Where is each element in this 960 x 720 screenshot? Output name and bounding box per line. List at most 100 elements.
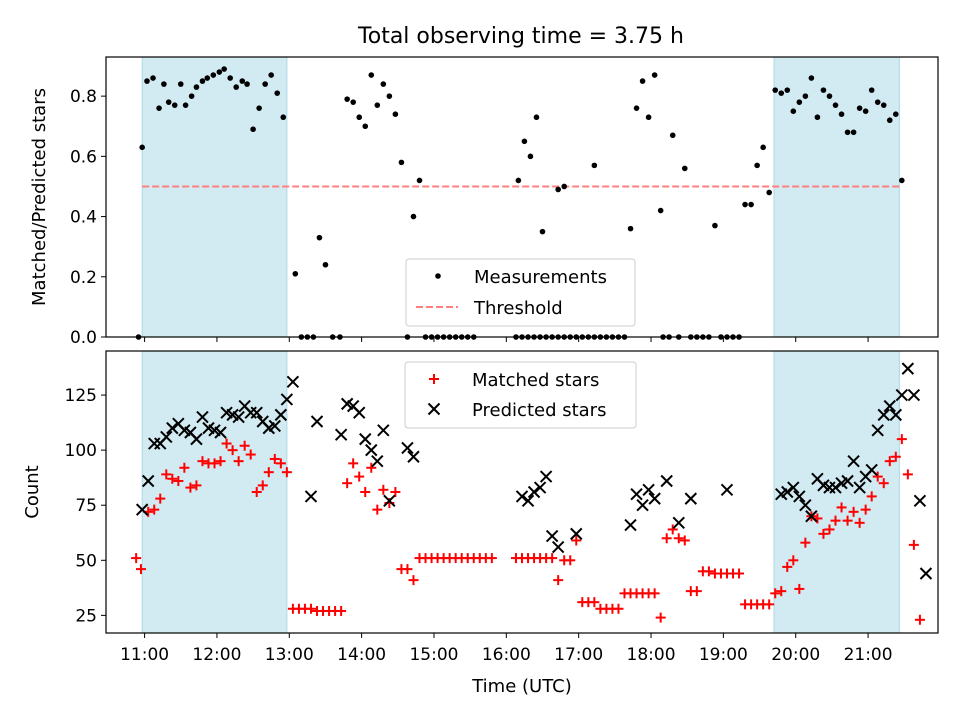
cross-stroke-b — [401, 441, 414, 455]
matched-point — [848, 506, 859, 517]
predicted-legend-cross — [427, 402, 441, 416]
cross-stroke-b — [220, 406, 233, 419]
matched-point — [818, 528, 829, 539]
measurement-point — [374, 102, 381, 108]
predicted-point — [250, 406, 263, 419]
matched-point — [553, 575, 564, 586]
cross-stroke-b — [160, 430, 173, 444]
threshold-legend-label: Threshold — [473, 298, 563, 319]
measurement-point — [177, 81, 184, 87]
cross-stroke-b — [286, 375, 300, 389]
matched-point — [402, 564, 413, 575]
cross-stroke-b — [383, 494, 396, 508]
predicted-point — [304, 490, 318, 503]
x-tick-label: 14:00 — [337, 645, 386, 665]
matched-point — [655, 612, 666, 623]
measurement-point — [669, 132, 676, 139]
matched-point — [257, 480, 268, 491]
measurement-point — [368, 72, 375, 78]
predicted-legend-label: Predicted stars — [472, 400, 606, 421]
cross-stroke-b — [636, 499, 649, 512]
measurement-point — [139, 144, 145, 151]
cross-stroke-b — [178, 424, 191, 437]
predicted-point — [648, 492, 661, 505]
predicted-point — [383, 494, 396, 508]
measurement-point — [742, 201, 748, 208]
matched-point — [589, 597, 600, 608]
predicted-point — [166, 421, 179, 435]
predicted-point — [871, 424, 884, 437]
measurement-point — [862, 108, 869, 114]
predicted-point — [371, 454, 384, 468]
bottom-panel: 25 50 75 100 125 11:00 12:00 13:00 14:00 15:00 16… — [22, 350, 939, 697]
matched-point — [679, 535, 690, 546]
predicted-point — [274, 408, 288, 422]
y-tick-label: 100 — [65, 441, 97, 461]
measurement-point — [844, 129, 851, 136]
y-tick-label: 25 — [75, 606, 97, 626]
top-legend: Measurements Threshold — [405, 258, 636, 327]
top-legend-box — [405, 258, 636, 327]
cross-stroke-b — [208, 424, 221, 437]
cross-stroke-b — [353, 406, 366, 419]
cross-stroke-b — [274, 408, 288, 422]
matched-point — [336, 605, 347, 616]
measurement-point — [760, 144, 766, 151]
matched-point — [354, 471, 365, 482]
measurement-point — [778, 90, 785, 96]
cross-stroke-b — [407, 450, 420, 463]
matched-point — [872, 471, 883, 482]
matched-point — [836, 502, 847, 513]
cross-stroke-b — [359, 432, 372, 446]
predicted-legend-marker — [427, 402, 441, 416]
measurement-point — [515, 177, 522, 184]
predicted-point — [624, 518, 637, 532]
matched-point — [547, 553, 558, 564]
bottom-legend-box — [404, 361, 637, 429]
cross-stroke-b — [377, 424, 390, 437]
measurement-point — [386, 93, 393, 99]
measurement-point — [748, 201, 754, 208]
cross-stroke-b — [551, 540, 565, 554]
predicted-point — [913, 494, 927, 508]
x-tick-label: 13:00 — [265, 645, 314, 665]
cross-stroke-b — [250, 406, 263, 419]
measurement-point — [802, 93, 809, 99]
matched-point — [878, 478, 889, 489]
predicted-point — [877, 408, 890, 422]
measurement-point — [244, 81, 250, 87]
matched-point — [135, 564, 146, 575]
predicted-point — [334, 428, 348, 441]
cross-stroke-b — [817, 479, 830, 492]
matched-point — [890, 451, 901, 462]
cross-stroke-b — [624, 518, 637, 532]
measurement-point — [639, 78, 646, 84]
cross-stroke-b — [907, 388, 921, 402]
y-tick-label: 75 — [75, 496, 97, 516]
measurement-point — [274, 90, 281, 96]
matched-point — [673, 533, 684, 544]
cross-stroke-b — [304, 490, 318, 503]
matched-point — [830, 515, 841, 526]
predicted-point — [353, 406, 366, 419]
bottom-axes-frame — [105, 350, 939, 634]
matched-legend-plus — [429, 374, 439, 384]
cross-stroke-b — [787, 481, 800, 494]
cross-stroke-b — [268, 419, 282, 433]
predicted-point — [865, 463, 878, 477]
measurement-point — [144, 78, 150, 84]
measurement-point — [356, 114, 363, 121]
cross-stroke-b — [365, 443, 378, 457]
measurement-point — [856, 105, 863, 111]
measurement-point — [227, 75, 233, 81]
matched-point — [221, 438, 232, 449]
measurement-point — [561, 183, 568, 190]
cross-stroke-b — [238, 399, 251, 413]
measurement-point — [233, 84, 240, 90]
matched-point — [372, 504, 383, 515]
matched-point — [233, 456, 244, 467]
predicted-point — [636, 499, 649, 512]
cross-stroke-b — [805, 510, 818, 523]
predicted-point — [799, 499, 812, 512]
measurement-point — [322, 261, 329, 268]
